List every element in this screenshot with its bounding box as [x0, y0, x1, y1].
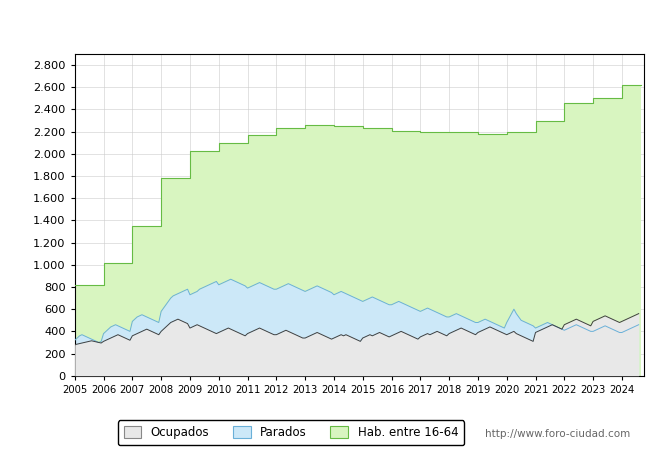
Text: Las Ventas de Retamosa - Evolucion de la poblacion en edad de Trabajar Septiembr: Las Ventas de Retamosa - Evolucion de la… [3, 17, 647, 30]
Legend: Ocupados, Parados, Hab. entre 16-64: Ocupados, Parados, Hab. entre 16-64 [118, 420, 464, 445]
Text: http://www.foro-ciudad.com: http://www.foro-ciudad.com [486, 429, 630, 439]
